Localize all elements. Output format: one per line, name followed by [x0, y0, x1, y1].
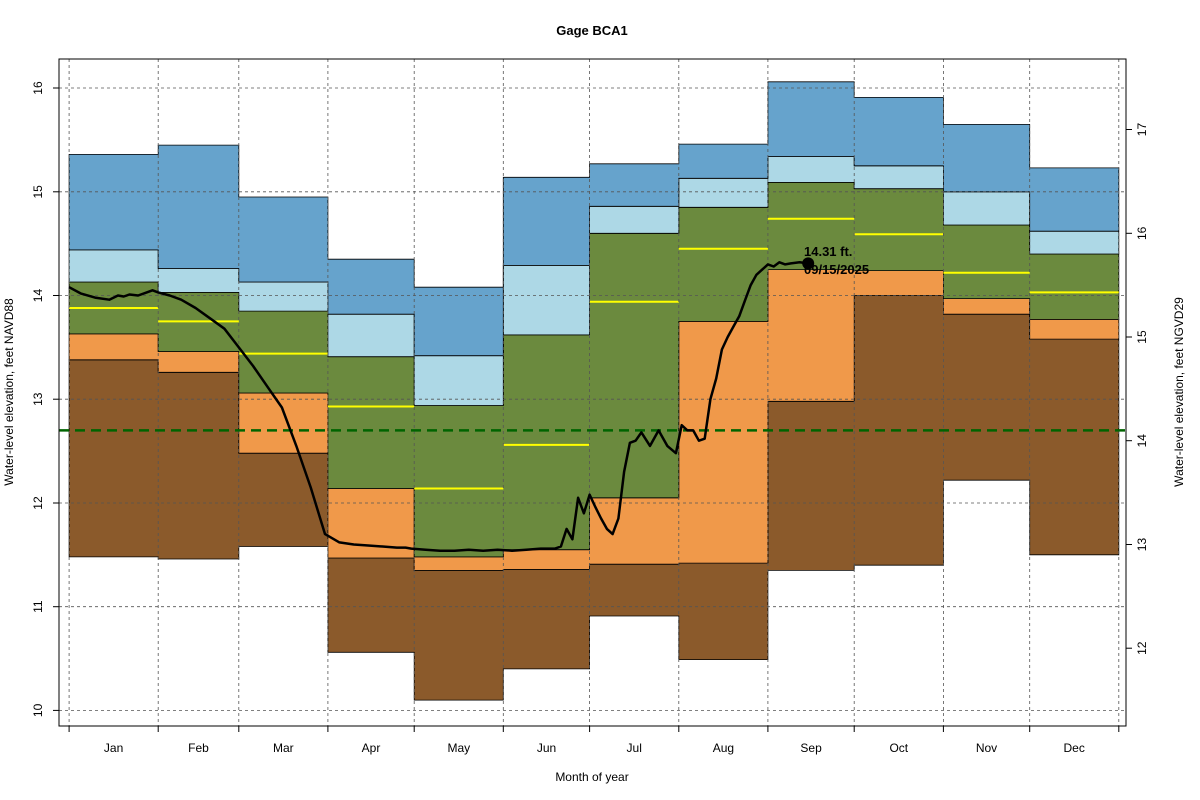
ytick-label-right-17: 17 [1135, 123, 1149, 137]
xtick-label-feb: Feb [188, 741, 209, 755]
ytick-label-right-16: 16 [1135, 226, 1149, 240]
y-axis-title-left: Water-level elevation, feet NAVD88 [2, 298, 16, 486]
plot-frame [58, 58, 1127, 727]
current-date-label: 09/15/2025 [804, 262, 869, 277]
series-layer [68, 257, 815, 552]
xtick-label-aug: Aug [713, 741, 734, 755]
xtick-label-may: May [447, 741, 470, 755]
ytick-label-left-11: 11 [31, 600, 45, 613]
y-axis-title-right: Water-level elevation, feet NGVD29 [1172, 297, 1186, 487]
ytick-label-left-15: 15 [31, 185, 45, 199]
x-axis-title: Month of year [555, 770, 628, 784]
xtick-label-apr: Apr [362, 741, 381, 755]
xtick-label-sep: Sep [800, 741, 822, 755]
ytick-label-left-12: 12 [31, 496, 45, 510]
ytick-label-left-13: 13 [31, 392, 45, 406]
ytick-label-left-10: 10 [31, 703, 45, 717]
ytick-label-left-14: 14 [31, 289, 45, 303]
ytick-label-left-16: 16 [31, 81, 45, 95]
xtick-label-mar: Mar [273, 741, 294, 755]
ytick-label-right-15: 15 [1135, 330, 1149, 344]
xtick-label-jul: Jul [627, 741, 642, 755]
chart-title: Gage BCA1 [556, 23, 628, 38]
xtick-label-oct: Oct [889, 741, 908, 755]
series-line [68, 261, 809, 552]
current-point [802, 257, 815, 270]
xtick-label-dec: Dec [1064, 741, 1085, 755]
axes-layer: 10 11 12 13 14 15 16 12 13 14 15 16 17 Jan Feb Mar Apr Ma… [31, 81, 1149, 755]
current-value-label: 14.31 ft. [804, 244, 852, 259]
ytick-label-right-13: 13 [1135, 538, 1149, 552]
ytick-label-right-12: 12 [1135, 641, 1149, 655]
xtick-label-nov: Nov [976, 741, 997, 755]
grid-layer [59, 59, 1126, 726]
xtick-label-jun: Jun [537, 741, 556, 755]
xtick-label-jan: Jan [104, 741, 123, 755]
medians-layer [69, 217, 1119, 490]
ytick-label-right-14: 14 [1135, 434, 1149, 448]
bands-layer [68, 81, 1120, 701]
